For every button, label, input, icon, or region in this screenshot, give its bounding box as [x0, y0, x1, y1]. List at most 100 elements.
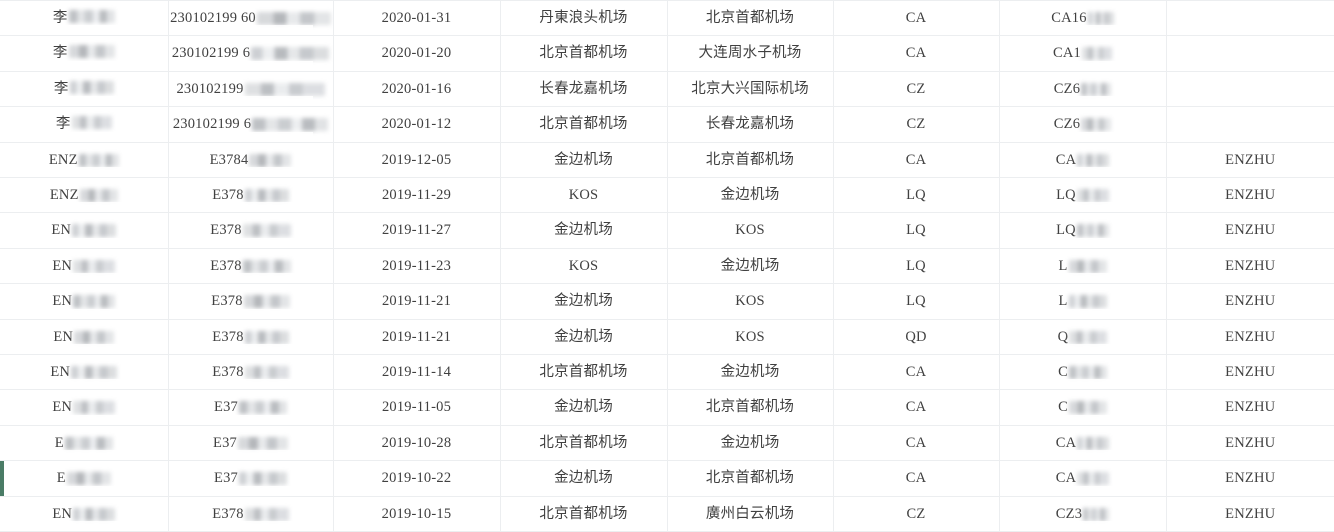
operator-cell: ENZHU: [1166, 460, 1334, 497]
arrival-airport-cell-text: 长春龙嘉机场: [705, 116, 795, 133]
passenger-name-cell-redaction: [73, 507, 116, 521]
id-number-cell-text: E378: [212, 505, 244, 522]
flight-date-cell-text: 2019-11-21: [381, 293, 452, 310]
table-row[interactable]: EN E378 2019-11-21 金边机场 KOS QD Q ENZHU: [0, 319, 1334, 356]
airline-code-cell: CZ: [833, 71, 1000, 108]
operator-cell: ENZHU: [1166, 283, 1334, 320]
flight-number-cell-text: CZ6: [1053, 80, 1081, 97]
passenger-name-cell: 李: [0, 0, 169, 37]
table-row[interactable]: 李 230102199 6 2020-01-20 北京首都机场 大连周水子机场 CA CA1: [0, 35, 1334, 72]
arrival-airport-cell: 北京首都机场: [667, 142, 834, 179]
passenger-name-cell: ENZ: [0, 177, 169, 214]
flight-date-cell-text: 2019-12-05: [381, 151, 452, 168]
arrival-airport-cell: 金边机场: [667, 425, 834, 462]
flight-date-cell: 2019-10-28: [333, 425, 501, 462]
arrival-airport-cell: 长春龙嘉机场: [667, 106, 834, 143]
airline-code-cell-text: CA: [905, 364, 927, 381]
arrival-airport-cell-text: 北京大兴国际机场: [691, 80, 809, 97]
table-row[interactable]: EN E378 2019-11-23 KOS 金边机场 LQ L ENZHU: [0, 248, 1334, 285]
table-row[interactable]: EN E378 2019-11-21 金边机场 KOS LQ L ENZHU: [0, 283, 1334, 320]
operator-cell: ENZHU: [1166, 425, 1334, 462]
table-row[interactable]: E E37 2019-10-22 金边机场 北京首都机场 CA CA ENZHU: [0, 460, 1334, 497]
passenger-name-cell-text: E: [56, 470, 66, 487]
table-row[interactable]: 李 230102199 2020-01-16 长春龙嘉机场 北京大兴国际机场 CZ CZ6: [0, 71, 1334, 108]
passenger-name-cell-text: EN: [51, 222, 72, 239]
arrival-airport-cell-text: 北京首都机场: [705, 399, 795, 416]
table-row[interactable]: 李 230102199 60 2020-01-31 丹東浪头机场 北京首都机场 CA CA1…: [0, 0, 1334, 37]
departure-airport-cell-text: 金边机场: [554, 328, 613, 345]
passenger-name-cell-text: ENZ: [49, 187, 79, 204]
arrival-airport-cell: 大连周水子机场: [667, 35, 834, 72]
passenger-name-cell-redaction: [69, 80, 114, 94]
table-row[interactable]: ENZ E3784 2019-12-05 金边机场 北京首都机场 CA CA ENZHU: [0, 142, 1334, 179]
flight-date-cell-text: 2019-11-14: [381, 364, 452, 381]
airline-code-cell: CA: [833, 460, 1000, 497]
departure-airport-cell: 北京首都机场: [500, 106, 668, 143]
id-number-cell-text: E3784: [209, 151, 249, 168]
airline-code-cell-text: QD: [905, 328, 927, 345]
table-row[interactable]: EN E378 2019-11-14 北京首都机场 金边机场 CA C ENZHU: [0, 354, 1334, 391]
flight-number-cell: L: [999, 248, 1167, 285]
airline-code-cell: CA: [833, 425, 1000, 462]
operator-cell: [1166, 35, 1334, 72]
flight-number-cell-text: CA: [1055, 151, 1077, 168]
passenger-name-cell: ENZ: [0, 142, 169, 179]
passenger-name-cell-redaction: [68, 45, 115, 59]
id-number-cell-redaction: [252, 118, 329, 132]
flight-date-cell-text: 2020-01-31: [381, 10, 452, 26]
flight-number-cell: C: [999, 354, 1167, 391]
table-row[interactable]: ENZ E378 2019-11-29 KOS 金边机场 LQ LQ ENZHU: [0, 177, 1334, 214]
flight-number-cell-redaction: [1081, 82, 1112, 96]
airline-code-cell-text: CA: [905, 470, 927, 487]
flight-date-cell: 2019-11-29: [333, 177, 501, 214]
operator-cell: ENZHU: [1166, 389, 1334, 426]
passenger-name-cell-redaction: [64, 436, 113, 450]
table-row[interactable]: E E37 2019-10-28 北京首都机场 金边机场 CA CA ENZHU: [0, 425, 1334, 462]
flight-number-cell-redaction: [1083, 507, 1110, 521]
flight-number-cell-text: C: [1058, 364, 1068, 381]
id-number-cell-redaction: [244, 330, 289, 344]
flight-number-cell-text: Q: [1057, 328, 1069, 345]
arrival-airport-cell: 金边机场: [667, 354, 834, 391]
flight-number-cell: CA: [999, 425, 1167, 462]
id-number-cell: 230102199: [168, 71, 334, 108]
arrival-airport-cell-text: 金边机场: [720, 434, 780, 451]
operator-cell: ENZHU: [1166, 319, 1334, 356]
id-number-cell-redaction: [244, 189, 289, 203]
airline-code-cell: LQ: [833, 248, 1000, 285]
flight-number-cell: CZ6: [999, 106, 1167, 143]
passenger-name-cell-text: 李: [52, 10, 68, 26]
airline-code-cell: LQ: [833, 283, 1000, 320]
departure-airport-cell-text: 北京首都机场: [539, 116, 628, 133]
id-number-cell: E3784: [168, 142, 334, 179]
departure-airport-cell: 北京首都机场: [500, 425, 668, 462]
flight-date-cell-text: 2019-10-15: [381, 505, 452, 522]
flight-date-cell: 2020-01-12: [333, 106, 501, 143]
passenger-name-cell-redaction: [71, 116, 112, 130]
table-row[interactable]: 李 230102199 6 2020-01-12 北京首都机场 长春龙嘉机场 CZ CZ6: [0, 106, 1334, 143]
departure-airport-cell-text: 金边机场: [554, 470, 613, 487]
flight-number-cell: CA: [999, 142, 1167, 179]
arrival-airport-cell-text: 金边机场: [720, 187, 780, 204]
passenger-name-cell-text: 李: [55, 116, 71, 133]
id-number-cell-text: E378: [212, 328, 244, 345]
departure-airport-cell: 北京首都机场: [500, 354, 668, 391]
departure-airport-cell-text: 北京首都机场: [539, 505, 628, 522]
flight-number-cell-redaction: [1081, 118, 1112, 132]
table-row[interactable]: EN E378 2019-11-27 金边机场 KOS LQ LQ ENZHU: [0, 212, 1334, 249]
arrival-airport-cell-text: 北京首都机场: [705, 151, 795, 168]
departure-airport-cell: 金边机场: [500, 460, 668, 497]
arrival-airport-cell: KOS: [667, 319, 834, 356]
flight-date-cell-text: 2020-01-20: [381, 45, 452, 62]
operator-cell-text: ENZHU: [1225, 257, 1276, 274]
id-number-cell: E378: [168, 283, 334, 320]
table-row[interactable]: EN E37 2019-11-05 金边机场 北京首都机场 CA C ENZHU: [0, 389, 1334, 426]
arrival-airport-cell: KOS: [667, 283, 834, 320]
id-number-cell-text: E378: [211, 293, 243, 310]
flight-date-cell: 2019-11-21: [333, 283, 501, 320]
flight-number-cell-redaction: [1068, 366, 1107, 380]
operator-cell-text: ENZHU: [1225, 399, 1276, 416]
passenger-name-cell: EN: [0, 248, 169, 285]
departure-airport-cell: 长春龙嘉机场: [500, 71, 668, 108]
flight-number-cell: Q: [999, 319, 1167, 356]
